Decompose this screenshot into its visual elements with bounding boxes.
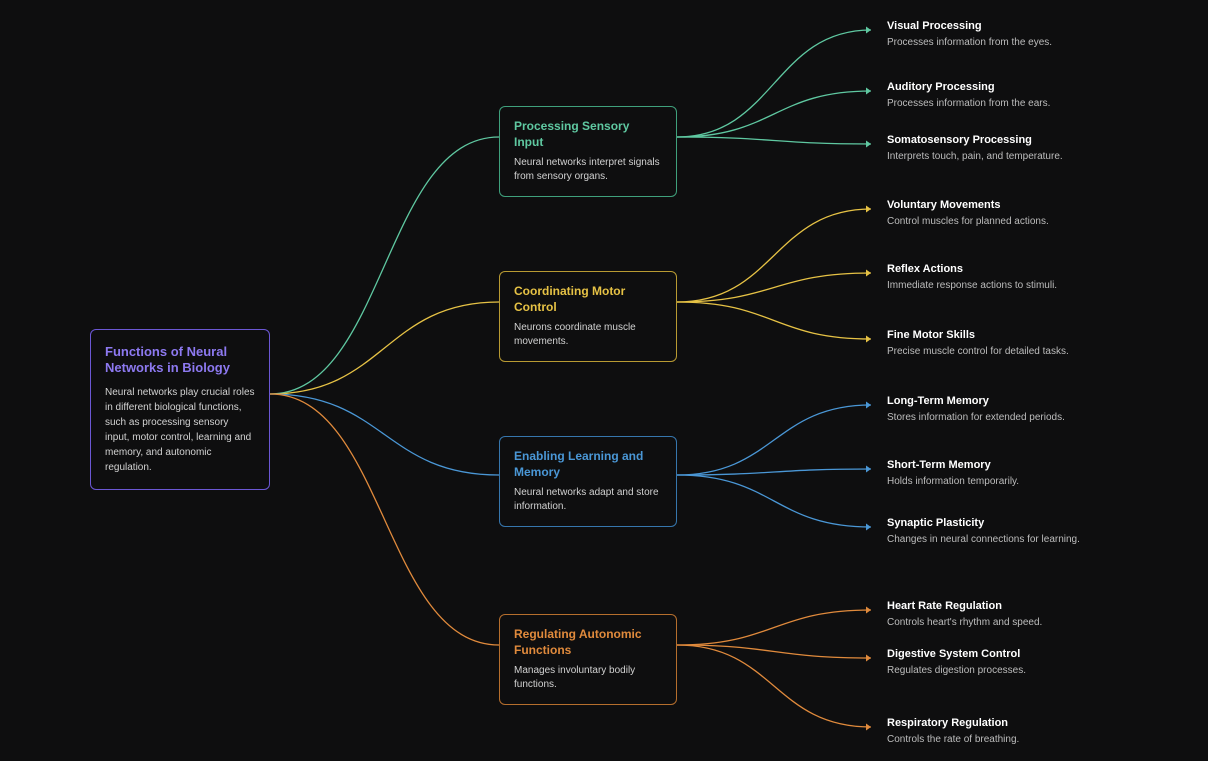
branch-desc: Neural networks interpret signals from s…: [514, 156, 662, 184]
leaf-desc: Controls the rate of breathing.: [887, 733, 1087, 747]
leaf-node[interactable]: Reflex Actions Immediate response actions…: [887, 263, 1087, 293]
branch-desc: Manages involuntary bodily functions.: [514, 664, 662, 692]
leaf-node[interactable]: Short-Term Memory Holds information tempo…: [887, 459, 1087, 489]
leaf-title: Respiratory Regulation: [887, 717, 1087, 729]
leaf-title: Voluntary Movements: [887, 199, 1087, 211]
branch-desc: Neural networks adapt and store informat…: [514, 486, 662, 514]
leaf-node[interactable]: Auditory Processing Processes information…: [887, 81, 1087, 111]
branch-title: Enabling Learning and Memory: [514, 449, 662, 480]
leaf-desc: Precise muscle control for detailed task…: [887, 345, 1087, 359]
root-desc: Neural networks play crucial roles in di…: [105, 385, 255, 475]
branch-node-motor[interactable]: Coordinating Motor Control Neurons coordi…: [499, 271, 677, 362]
branch-node-memory[interactable]: Enabling Learning and Memory Neural netwo…: [499, 436, 677, 527]
leaf-desc: Interprets touch, pain, and temperature.: [887, 150, 1087, 164]
leaf-title: Synaptic Plasticity: [887, 517, 1087, 529]
leaf-desc: Processes information from the eyes.: [887, 36, 1087, 50]
leaf-node[interactable]: Visual Processing Processes information f…: [887, 20, 1087, 50]
leaf-title: Heart Rate Regulation: [887, 600, 1087, 612]
leaf-node[interactable]: Voluntary Movements Control muscles for p…: [887, 199, 1087, 229]
branch-title: Coordinating Motor Control: [514, 284, 662, 315]
leaf-desc: Holds information temporarily.: [887, 475, 1087, 489]
root-node[interactable]: Functions of Neural Networks in Biology …: [90, 329, 270, 490]
leaf-title: Reflex Actions: [887, 263, 1087, 275]
leaf-title: Digestive System Control: [887, 648, 1087, 660]
leaf-node[interactable]: Respiratory Regulation Controls the rate …: [887, 717, 1087, 747]
leaf-desc: Processes information from the ears.: [887, 97, 1087, 111]
leaf-desc: Control muscles for planned actions.: [887, 215, 1087, 229]
branch-desc: Neurons coordinate muscle movements.: [514, 321, 662, 349]
leaf-node[interactable]: Long-Term Memory Stores information for e…: [887, 395, 1087, 425]
leaf-node[interactable]: Synaptic Plasticity Changes in neural con…: [887, 517, 1087, 547]
branch-title: Regulating Autonomic Functions: [514, 627, 662, 658]
leaf-desc: Stores information for extended periods.: [887, 411, 1087, 425]
leaf-desc: Controls heart's rhythm and speed.: [887, 616, 1087, 630]
leaf-desc: Changes in neural connections for learni…: [887, 533, 1087, 547]
leaf-desc: Regulates digestion processes.: [887, 664, 1087, 678]
branch-node-autonomic[interactable]: Regulating Autonomic Functions Manages in…: [499, 614, 677, 705]
branch-node-sensory[interactable]: Processing Sensory Input Neural networks …: [499, 106, 677, 197]
leaf-title: Auditory Processing: [887, 81, 1087, 93]
leaf-title: Fine Motor Skills: [887, 329, 1087, 341]
leaf-title: Short-Term Memory: [887, 459, 1087, 471]
branch-title: Processing Sensory Input: [514, 119, 662, 150]
root-title: Functions of Neural Networks in Biology: [105, 344, 255, 377]
leaf-title: Long-Term Memory: [887, 395, 1087, 407]
leaf-title: Visual Processing: [887, 20, 1087, 32]
leaf-node[interactable]: Fine Motor Skills Precise muscle control …: [887, 329, 1087, 359]
leaf-desc: Immediate response actions to stimuli.: [887, 279, 1087, 293]
leaf-node[interactable]: Heart Rate Regulation Controls heart's rh…: [887, 600, 1087, 630]
leaf-node[interactable]: Digestive System Control Regulates digest…: [887, 648, 1087, 678]
leaf-node[interactable]: Somatosensory Processing Interprets touch…: [887, 134, 1087, 164]
leaf-title: Somatosensory Processing: [887, 134, 1087, 146]
